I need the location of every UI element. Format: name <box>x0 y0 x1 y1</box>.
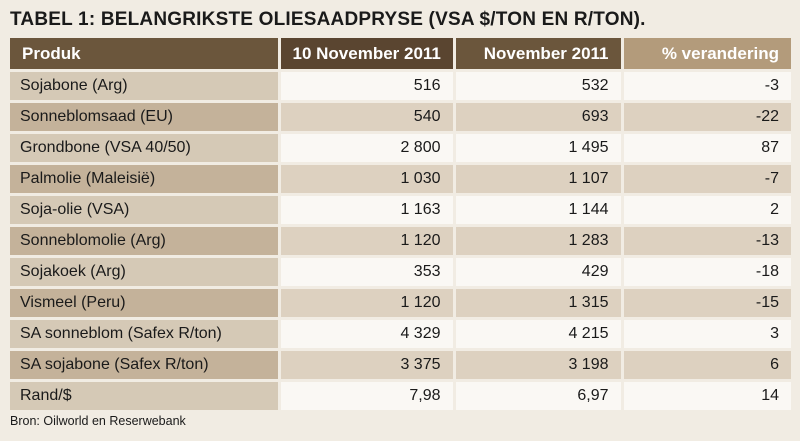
header-november-2011: November 2011 <box>454 38 624 72</box>
table-row: Sonneblomolie (Arg) 1 120 1 283 -13 <box>10 225 791 258</box>
product-name-cell: Sonneblomsaad (EU) <box>10 101 281 134</box>
price-10-nov-2011-cell: 516 <box>279 70 456 103</box>
percent-change-cell: 6 <box>622 349 791 382</box>
table-row: Vismeel (Peru) 1 120 1 315 -15 <box>10 287 791 320</box>
price-nov-2011-cell: 4 215 <box>454 318 624 351</box>
price-nov-2011-cell: 532 <box>454 70 624 103</box>
percent-change-cell: 14 <box>622 380 791 410</box>
product-name-cell: Sonneblomolie (Arg) <box>10 225 281 258</box>
price-nov-2011-cell: 1 495 <box>454 132 624 165</box>
header-row: Produk 10 November 2011 November 2011 % … <box>10 38 791 72</box>
product-name-cell: SA sojabone (Safex R/ton) <box>10 349 281 382</box>
table-row: Sojakoek (Arg) 353 429 -18 <box>10 256 791 289</box>
price-10-nov-2011-cell: 353 <box>279 256 456 289</box>
percent-change-cell: 2 <box>622 194 791 227</box>
price-10-nov-2011-cell: 1 120 <box>279 287 456 320</box>
percent-change-cell: -7 <box>622 163 791 196</box>
table-row: SA sojabone (Safex R/ton) 3 375 3 198 6 <box>10 349 791 382</box>
table-body: Sojabone (Arg) 516 532 -3 Sonneblomsaad (EU)… <box>10 70 791 410</box>
percent-change-cell: 3 <box>622 318 791 351</box>
table-row: Grondbone (VSA 40/50) 2 800 1 495 87 <box>10 132 791 165</box>
table-row: Soja-olie (VSA) 1 163 1 144 2 <box>10 194 791 227</box>
percent-change-cell: -15 <box>622 287 791 320</box>
price-nov-2011-cell: 1 107 <box>454 163 624 196</box>
percent-change-cell: 87 <box>622 132 791 165</box>
product-name-cell: SA sonneblom (Safex R/ton) <box>10 318 281 351</box>
table-row: Palmolie (Maleisië) 1 030 1 107 -7 <box>10 163 791 196</box>
table-header: Produk 10 November 2011 November 2011 % … <box>10 38 791 72</box>
percent-change-cell: -13 <box>622 225 791 258</box>
price-10-nov-2011-cell: 7,98 <box>279 380 456 410</box>
header-10-november-2011: 10 November 2011 <box>279 38 456 72</box>
price-nov-2011-cell: 1 144 <box>454 194 624 227</box>
price-10-nov-2011-cell: 1 030 <box>279 163 456 196</box>
product-name-cell: Sojabone (Arg) <box>10 70 281 103</box>
price-10-nov-2011-cell: 1 120 <box>279 225 456 258</box>
product-name-cell: Grondbone (VSA 40/50) <box>10 132 281 165</box>
price-table-container: Produk 10 November 2011 November 2011 % … <box>10 38 791 410</box>
header-produk: Produk <box>10 38 281 72</box>
price-nov-2011-cell: 3 198 <box>454 349 624 382</box>
oilseed-price-table: Produk 10 November 2011 November 2011 % … <box>10 38 791 410</box>
header-percent-change: % verandering <box>622 38 791 72</box>
price-10-nov-2011-cell: 2 800 <box>279 132 456 165</box>
product-name-cell: Vismeel (Peru) <box>10 287 281 320</box>
table-row: SA sonneblom (Safex R/ton) 4 329 4 215 3 <box>10 318 791 351</box>
price-10-nov-2011-cell: 3 375 <box>279 349 456 382</box>
percent-change-cell: -3 <box>622 70 791 103</box>
price-nov-2011-cell: 429 <box>454 256 624 289</box>
percent-change-cell: -18 <box>622 256 791 289</box>
product-name-cell: Sojakoek (Arg) <box>10 256 281 289</box>
product-name-cell: Palmolie (Maleisië) <box>10 163 281 196</box>
table-title: TABEL 1: BELANGRIKSTE OLIESAADPRYSE (VSA… <box>10 9 646 30</box>
price-10-nov-2011-cell: 540 <box>279 101 456 134</box>
price-10-nov-2011-cell: 1 163 <box>279 194 456 227</box>
price-nov-2011-cell: 1 315 <box>454 287 624 320</box>
source-note: Bron: Oilworld en Reserwebank <box>10 414 186 428</box>
price-10-nov-2011-cell: 4 329 <box>279 318 456 351</box>
table-row: Sonneblomsaad (EU) 540 693 -22 <box>10 101 791 134</box>
table-row: Rand/$ 7,98 6,97 14 <box>10 380 791 410</box>
product-name-cell: Soja-olie (VSA) <box>10 194 281 227</box>
percent-change-cell: -22 <box>622 101 791 134</box>
table-row: Sojabone (Arg) 516 532 -3 <box>10 70 791 103</box>
price-nov-2011-cell: 1 283 <box>454 225 624 258</box>
product-name-cell: Rand/$ <box>10 380 281 410</box>
price-nov-2011-cell: 6,97 <box>454 380 624 410</box>
price-nov-2011-cell: 693 <box>454 101 624 134</box>
